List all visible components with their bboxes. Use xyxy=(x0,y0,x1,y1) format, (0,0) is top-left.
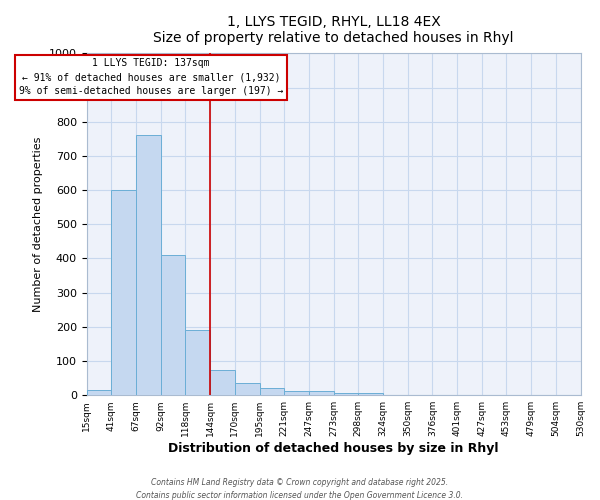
Bar xyxy=(235,382,260,395)
X-axis label: Distribution of detached houses by size in Rhyl: Distribution of detached houses by size … xyxy=(169,442,499,455)
Text: Contains HM Land Registry data © Crown copyright and database right 2025.
Contai: Contains HM Land Registry data © Crown c… xyxy=(137,478,464,500)
Bar xyxy=(185,330,210,395)
Bar xyxy=(87,390,112,395)
Text: 1 LLYS TEGID: 137sqm
← 91% of detached houses are smaller (1,932)
9% of semi-det: 1 LLYS TEGID: 137sqm ← 91% of detached h… xyxy=(19,58,283,96)
Title: 1, LLYS TEGID, RHYL, LL18 4EX
Size of property relative to detached houses in Rh: 1, LLYS TEGID, RHYL, LL18 4EX Size of pr… xyxy=(154,15,514,45)
Bar xyxy=(136,136,161,395)
Bar xyxy=(210,370,235,395)
Y-axis label: Number of detached properties: Number of detached properties xyxy=(34,136,43,312)
Bar xyxy=(284,391,309,395)
Bar xyxy=(112,190,136,395)
Bar xyxy=(260,388,284,395)
Bar xyxy=(161,255,185,395)
Bar xyxy=(358,394,383,395)
Bar xyxy=(334,393,358,395)
Bar xyxy=(309,391,334,395)
